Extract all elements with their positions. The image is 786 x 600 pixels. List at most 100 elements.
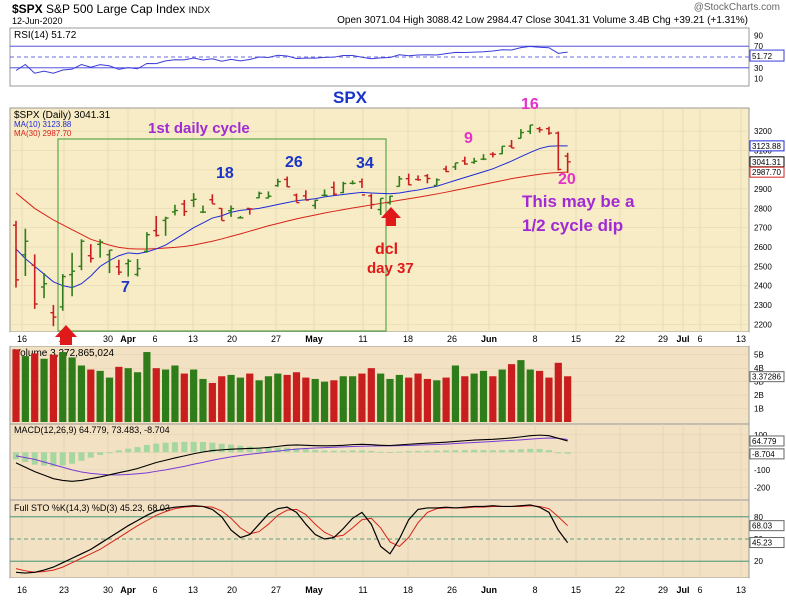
macd-marker-label: 64.779 — [752, 437, 777, 446]
volume-bar — [77, 365, 86, 422]
volume-bar — [49, 354, 57, 422]
ohlc-bar — [134, 259, 141, 277]
price-tick: 2500 — [754, 262, 772, 271]
volume-bar — [517, 360, 525, 422]
macd-hist-bar — [190, 441, 197, 453]
date-tick: 29 — [658, 334, 668, 344]
macd-hist-bar — [256, 447, 263, 453]
ohlc-bar — [228, 205, 235, 217]
rsi-line — [15, 45, 568, 74]
macd-hist-bar — [69, 452, 76, 464]
macd-hist-bar — [480, 450, 487, 453]
cycle-annotation: 1st daily cycle — [148, 120, 250, 137]
price-tick: 2900 — [754, 185, 772, 194]
date-tick: 20 — [227, 585, 237, 595]
ohlc-bar — [312, 199, 319, 209]
macd-hist-bar — [433, 450, 440, 453]
date-tick: 27 — [271, 585, 281, 595]
dcl-arrow — [381, 207, 401, 226]
spx-title: SPX — [333, 88, 368, 107]
date-tick: 29 — [658, 585, 668, 595]
macd-hist-bar — [153, 443, 160, 453]
ohlc-bar — [265, 191, 272, 199]
rsi-tick: 90 — [754, 31, 763, 40]
legend-ma30: MA(30) 2987.70 — [14, 129, 72, 138]
legend-ma10: MA(10) 3123.88 — [14, 120, 72, 129]
macd-hist-bar — [181, 441, 188, 453]
ohlc-bar — [209, 194, 216, 205]
rsi-tick: 30 — [754, 64, 763, 73]
ohlc-bar — [358, 178, 365, 196]
cycle-low-arrow — [55, 325, 77, 345]
ohlc-bar — [78, 239, 85, 271]
volume-bar — [264, 376, 273, 422]
macd-hist-bar — [415, 450, 422, 453]
ohlc-bar — [106, 249, 113, 274]
macd-hist-bar — [517, 449, 524, 453]
date-tick: Jul — [676, 334, 689, 344]
volume-bar — [274, 373, 282, 422]
macd-hist-bar — [228, 444, 235, 453]
price-tick: 2800 — [754, 204, 772, 213]
ohlc-bar — [527, 124, 534, 135]
date-axis-band-bottom — [10, 578, 749, 596]
volume-bar — [479, 370, 488, 422]
ohlc-bar — [41, 273, 48, 299]
macd-hist-bar — [527, 448, 534, 453]
volume-bar — [545, 377, 553, 422]
count-34: 34 — [356, 155, 374, 172]
macd-hist-bar — [218, 443, 225, 453]
volume-bar — [59, 352, 67, 422]
macd-hist-bar — [78, 452, 85, 461]
volume-bar — [199, 378, 207, 422]
date-tick: 8 — [532, 334, 537, 344]
macd-hist-bar — [274, 447, 281, 453]
date-tick: Jun — [481, 334, 497, 344]
count-18: 18 — [216, 165, 234, 182]
ohlc-bar — [293, 193, 300, 204]
sto-k-line — [15, 504, 569, 574]
volume-marker-label: 3.37286 — [752, 373, 781, 382]
macd-hist-bar — [13, 452, 19, 460]
macd-hist-bar — [387, 451, 393, 453]
price-marker-label: 2987.70 — [752, 168, 781, 177]
volume-bar — [564, 376, 572, 422]
date-tick: 15 — [571, 334, 581, 344]
volume-bar — [423, 378, 431, 422]
ohlc-bar — [22, 228, 29, 276]
date-axis-band — [10, 332, 749, 346]
volume-bar — [87, 369, 95, 422]
volume-bar — [12, 349, 20, 422]
volume-bar — [367, 368, 375, 422]
date-tick: 11 — [358, 585, 367, 595]
volume-bar — [124, 368, 132, 422]
rsi-value-marker — [749, 49, 785, 62]
date-tick: 23 — [59, 585, 69, 595]
volume-bar — [526, 369, 534, 422]
volume-bar — [218, 376, 226, 422]
ohlc-bar — [162, 216, 169, 236]
macd-line — [15, 434, 568, 482]
macd-hist-bar — [424, 450, 431, 453]
rsi-label: RSI(14) 51.72 — [14, 30, 77, 41]
ohlc-bar — [396, 175, 403, 188]
date-tick: 16 — [17, 334, 27, 344]
ohlc-bar — [555, 131, 562, 171]
ohlc-bar — [143, 232, 150, 253]
date-tick: 30 — [103, 334, 113, 344]
volume-bar — [395, 374, 403, 422]
macd-marker-label: -8.704 — [752, 450, 775, 459]
sto-tick: 20 — [754, 557, 763, 566]
macd-hist-bar — [265, 447, 272, 453]
note-line1: This may be a — [522, 192, 635, 211]
ohlc-bar — [218, 207, 225, 222]
macd-hist-bar — [405, 451, 412, 453]
ohlc-bar — [545, 126, 552, 135]
macd-hist-bar — [564, 452, 571, 454]
volume-bar — [414, 373, 422, 422]
date-tick: 20 — [227, 334, 237, 344]
sto-marker — [749, 520, 785, 532]
vol-tick: 2B — [754, 391, 764, 400]
rsi-tick: 70 — [754, 42, 763, 51]
